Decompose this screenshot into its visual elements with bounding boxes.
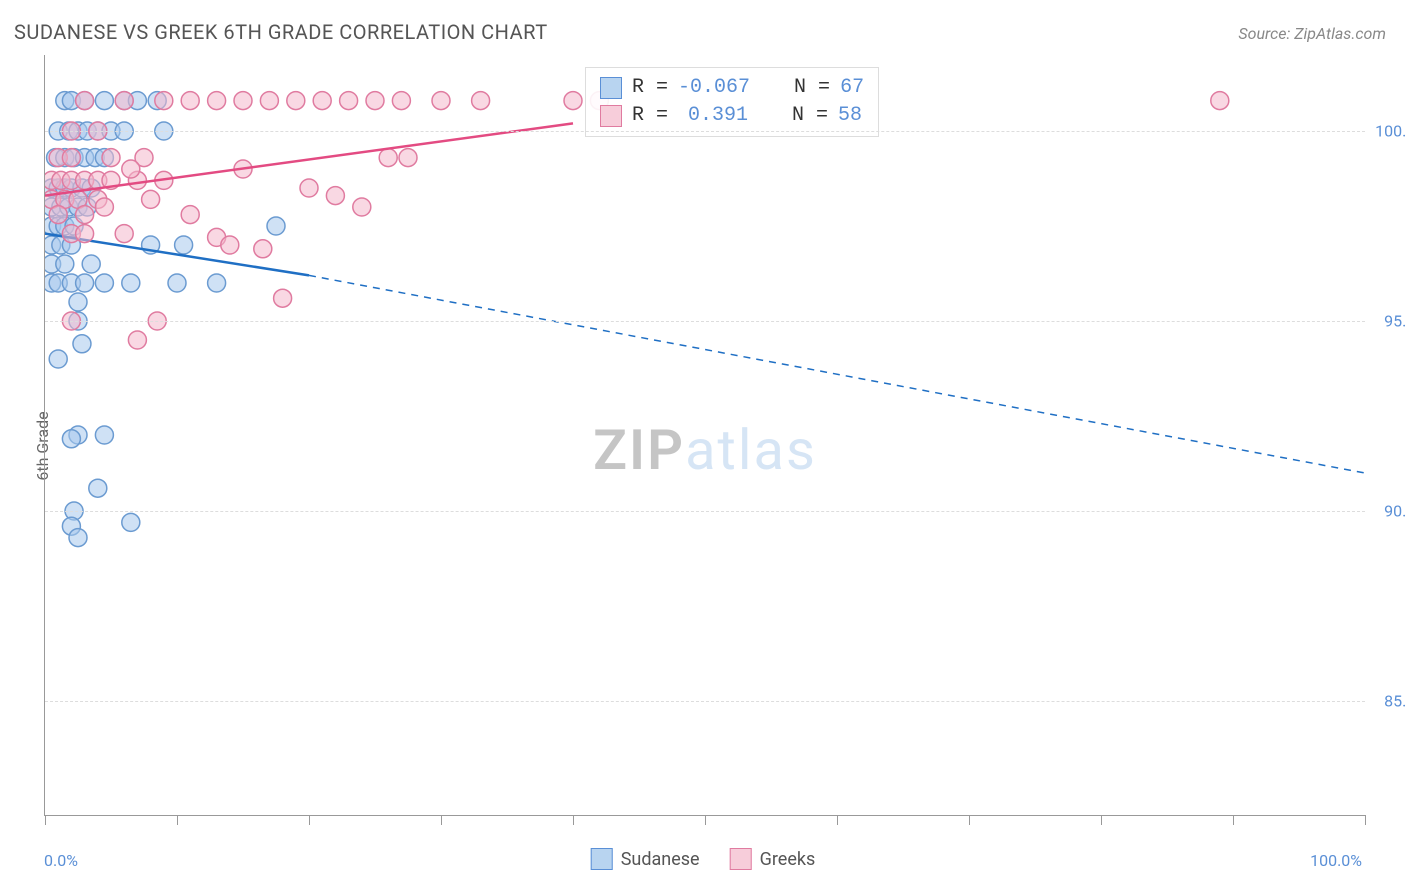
stats-row: R = 0.391 N = 58 [600, 102, 864, 130]
chart-container: SUDANESE VS GREEK 6TH GRADE CORRELATION … [0, 0, 1406, 892]
source-attribution: Source: ZipAtlas.com [1238, 24, 1386, 43]
x-tick [573, 815, 574, 825]
x-tick [705, 815, 706, 825]
scatter-point [95, 198, 113, 216]
legend-item: Greeks [730, 848, 816, 870]
scatter-point [95, 274, 113, 292]
scatter-point [392, 92, 410, 110]
stats-r-label: R = [632, 74, 668, 102]
scatter-point [472, 92, 490, 110]
scatter-point [62, 430, 80, 448]
plot-area: ZIPatlas R =-0.067 N =67R =0.391 N =58 8… [44, 55, 1365, 816]
scatter-point [115, 92, 133, 110]
chart-title: SUDANESE VS GREEK 6TH GRADE CORRELATION … [14, 20, 548, 44]
scatter-point [379, 149, 397, 167]
legend-swatch [591, 848, 613, 870]
x-tick [177, 815, 178, 825]
stats-r-value: 0.391 [678, 102, 748, 130]
gridline [45, 131, 1365, 132]
legend-swatch [730, 848, 752, 870]
x-tick [309, 815, 310, 825]
scatter-point [300, 179, 318, 197]
scatter-point [168, 274, 186, 292]
scatter-point [122, 274, 140, 292]
scatter-point [208, 274, 226, 292]
scatter-point [340, 92, 358, 110]
x-tick [1233, 815, 1234, 825]
scatter-point [142, 190, 160, 208]
stats-box: R = -0.067 N = 67 R = 0.391 N = 58 [585, 67, 879, 137]
legend-label: Greeks [760, 849, 816, 870]
trend-line-dashed [309, 275, 1365, 473]
scatter-point [208, 92, 226, 110]
scatter-point [82, 255, 100, 273]
y-tick-label: 90.0% [1384, 502, 1406, 521]
scatter-point [76, 92, 94, 110]
gridline [45, 701, 1365, 702]
scatter-point [122, 513, 140, 531]
scatter-point [95, 92, 113, 110]
gridline [45, 321, 1365, 322]
scatter-point [353, 198, 371, 216]
stats-n-label: N = [792, 102, 828, 130]
scatter-point [564, 92, 582, 110]
stats-r-value: -0.067 [678, 74, 750, 102]
scatter-point [274, 289, 292, 307]
scatter-point [76, 274, 94, 292]
scatter-point [155, 92, 173, 110]
scatter-point [73, 335, 91, 353]
scatter-point [49, 206, 67, 224]
stats-row: R = -0.067 N = 67 [600, 74, 864, 102]
scatter-point [56, 255, 74, 273]
legend-swatch [600, 77, 622, 99]
scatter-point [326, 187, 344, 205]
x-tick [45, 815, 46, 825]
stats-n-value: 67 [840, 74, 864, 102]
scatter-point [181, 92, 199, 110]
y-tick-label: 85.0% [1384, 692, 1406, 711]
y-tick-label: 95.0% [1384, 312, 1406, 331]
legend-swatch [600, 105, 622, 127]
x-tick [441, 815, 442, 825]
y-tick-label: 100.0% [1375, 122, 1406, 141]
scatter-point [49, 350, 67, 368]
scatter-point [89, 479, 107, 497]
scatter-point [115, 225, 133, 243]
scatter-point [234, 92, 252, 110]
bottom-legend: Sudanese Greeks [591, 848, 816, 870]
scatter-point [254, 240, 272, 258]
stats-n-label: N = [794, 74, 830, 102]
scatter-point [399, 149, 417, 167]
scatter-point [122, 160, 140, 178]
x-axis-max-label: 100.0% [1310, 851, 1362, 870]
x-tick [1101, 815, 1102, 825]
scatter-point [181, 206, 199, 224]
scatter-point [175, 236, 193, 254]
scatter-point [432, 92, 450, 110]
scatter-point [76, 225, 94, 243]
scatter-point [62, 149, 80, 167]
scatter-point [313, 92, 331, 110]
scatter-point [76, 206, 94, 224]
stats-n-value: 58 [838, 102, 862, 130]
scatter-point [69, 293, 87, 311]
x-tick [969, 815, 970, 825]
scatter-point [128, 331, 146, 349]
scatter-point [102, 149, 120, 167]
scatter-point [1211, 92, 1229, 110]
legend-label: Sudanese [621, 849, 700, 870]
scatter-point [260, 92, 278, 110]
scatter-point [287, 92, 305, 110]
scatter-point [95, 426, 113, 444]
x-tick [1365, 815, 1366, 825]
x-tick [837, 815, 838, 825]
scatter-point [366, 92, 384, 110]
scatter-point [69, 529, 87, 547]
gridline [45, 511, 1365, 512]
legend-item: Sudanese [591, 848, 700, 870]
stats-r-label: R = [632, 102, 668, 130]
scatter-point [221, 236, 239, 254]
x-axis-min-label: 0.0% [44, 851, 78, 870]
scatter-point [267, 217, 285, 235]
